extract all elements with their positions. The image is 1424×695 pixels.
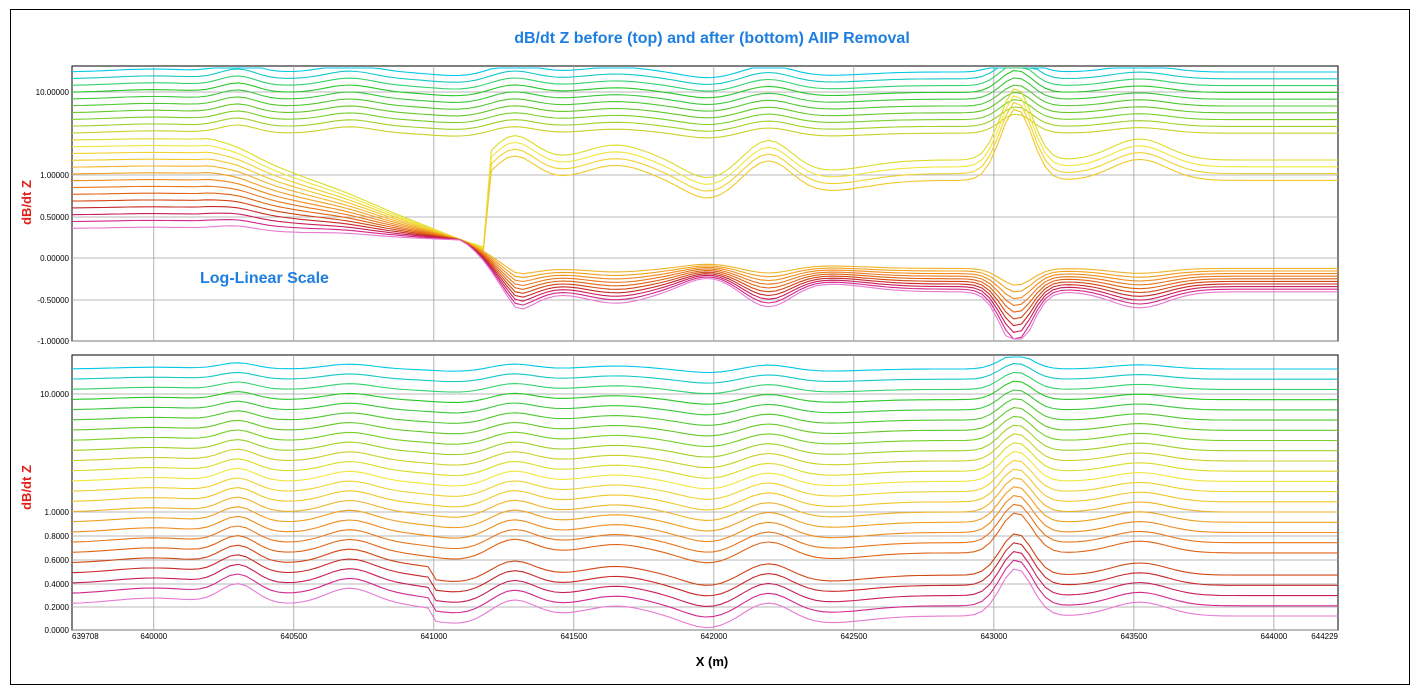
bottom-series-8-line — [71, 415, 1338, 448]
panel-bottom-y-tick-label: 10.0000 — [40, 390, 69, 399]
panel-top-y-tick-label: 1.00000 — [40, 171, 69, 180]
panel-bottom-y-tick-label: 0.4000 — [45, 580, 70, 589]
chart-frame — [10, 9, 1410, 685]
x-tick-label: 641000 — [420, 632, 447, 641]
bottom-series-1-line — [71, 356, 1338, 374]
top-series-17-line — [71, 178, 1338, 300]
x-axis-label: X (m) — [695, 654, 729, 669]
bottom-series-7-line — [71, 407, 1338, 437]
top-series-20-line — [71, 199, 1338, 320]
x-tick-label: 639708 — [72, 632, 99, 641]
top-series-3-line — [71, 67, 1338, 92]
top-series-15-line — [71, 165, 1338, 286]
x-tick-label: 643500 — [1121, 632, 1148, 641]
top-series-13-line — [71, 101, 1338, 250]
top-series-5-line — [71, 77, 1338, 105]
panel-bottom-y-tick-label: 0.8000 — [45, 532, 70, 541]
top-series-12-line — [71, 95, 1338, 249]
panel-top-y-tick-label: -1.00000 — [37, 337, 69, 346]
bottom-series-10-line — [71, 433, 1338, 469]
panel-bottom-y-tick-label: 0.6000 — [45, 556, 70, 565]
bottom-series-22-line — [71, 550, 1338, 607]
panel-bottom-y-tick-label: 0.0000 — [45, 626, 70, 635]
top-series-19-line — [71, 192, 1338, 313]
top-series-14-line — [71, 108, 1338, 251]
top-series-11-line — [71, 88, 1338, 248]
panel-top-y-tick-label: 0.00000 — [40, 254, 69, 263]
top-series-24-line — [71, 225, 1338, 340]
bottom-series-16-line — [71, 486, 1338, 532]
panel-top-y-tick-label: 10.00000 — [36, 88, 70, 97]
bottom-series-2-line — [71, 363, 1338, 384]
bottom-series-9-line — [71, 424, 1338, 458]
bottom-series-4-line — [71, 380, 1338, 405]
bottom-series-5-line — [71, 389, 1338, 416]
bottom-series-3-line — [71, 371, 1338, 395]
x-tick-label: 641500 — [560, 632, 587, 641]
top-series-23-line — [71, 219, 1338, 340]
bottom-series-18-line — [71, 503, 1338, 553]
x-tick-label: 644000 — [1261, 632, 1288, 641]
x-tick-label: 640500 — [280, 632, 307, 641]
top-series-21-line — [71, 206, 1338, 327]
x-tick-label: 642000 — [700, 632, 727, 641]
bottom-series-14-line — [71, 468, 1338, 511]
x-tick-label: 640000 — [140, 632, 167, 641]
x-tick-label: 643000 — [980, 632, 1007, 641]
bottom-series-11-line — [71, 442, 1338, 479]
top-series-9-line — [71, 106, 1338, 132]
top-series-4-line — [71, 70, 1338, 99]
panel-bottom-y-tick-label: 0.2000 — [45, 603, 70, 612]
top-series-10-line — [71, 113, 1338, 139]
bottom-series-21-line — [71, 542, 1338, 597]
bottom-series-6-line — [71, 398, 1338, 426]
top-series-8-line — [71, 99, 1338, 126]
scale-annotation: Log-Linear Scale — [200, 270, 329, 287]
panel-top-y-tick-label: 0.50000 — [40, 213, 69, 222]
bottom-series-20-line — [71, 533, 1338, 586]
top-series-6-line — [71, 84, 1338, 112]
panel-bottom-y-tick-label: 1.0000 — [45, 508, 70, 517]
bottom-series-17-line — [71, 495, 1338, 543]
bottom-series-13-line — [71, 459, 1338, 500]
bottom-series-23-line — [71, 559, 1338, 618]
bottom-series-12-line — [71, 451, 1338, 490]
x-tick-label: 644229 — [1311, 632, 1338, 641]
chart-title: dB/dt Z before (top) and after (bottom) … — [514, 30, 910, 47]
bottom-series-19-line — [71, 512, 1338, 564]
bottom-series-24-line — [71, 568, 1338, 629]
x-tick-label: 642500 — [840, 632, 867, 641]
bottom-series-15-line — [71, 477, 1338, 521]
top-series-1-line — [71, 67, 1338, 79]
top-series-2-line — [71, 67, 1338, 85]
top-series-16-line — [71, 172, 1338, 293]
top-series-18-line — [71, 185, 1338, 306]
panel-top-y-tick-label: -0.50000 — [37, 296, 69, 305]
top-series-22-line — [71, 212, 1338, 334]
top-series-7-line — [71, 91, 1338, 119]
